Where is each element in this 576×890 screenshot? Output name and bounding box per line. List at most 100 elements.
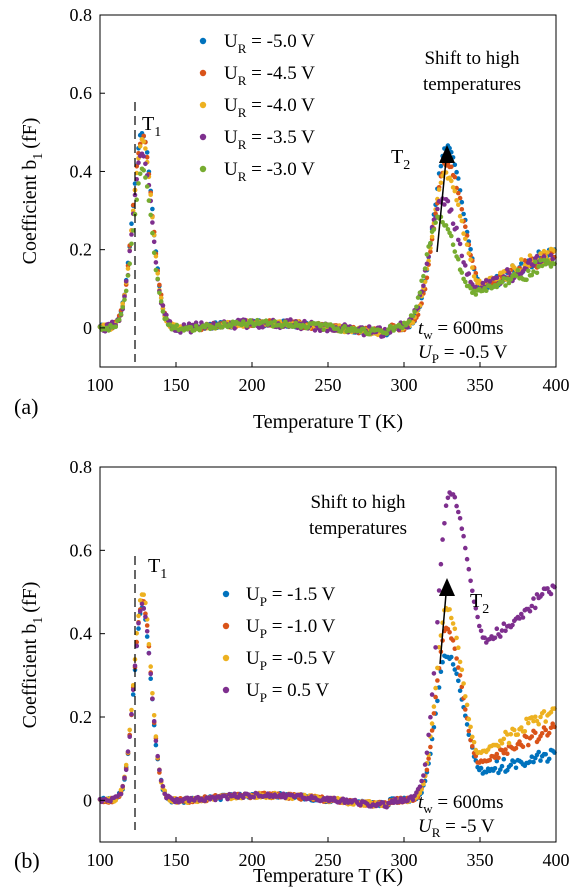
- panel-b-shift-annotation-line1: Shift to high: [310, 492, 406, 513]
- panel-a-ytick-label-0: 0: [83, 318, 92, 338]
- panel-b-series-2-point: [519, 725, 524, 730]
- panel-a-series-4-point: [417, 290, 423, 296]
- panel-b-series-2-point: [148, 664, 153, 669]
- panel-b-series-1-point: [433, 694, 438, 700]
- panel-b-series-3-point: [473, 606, 479, 611]
- panel-a-series-3-point: [480, 280, 486, 286]
- panel-a-series-4-point: [471, 288, 477, 294]
- panel-b-series-2-point: [526, 720, 531, 726]
- panel-a-series-3-point: [164, 312, 169, 318]
- panel-b-xtick-label-6: 400: [543, 850, 570, 870]
- panel-a-series-4-point: [321, 327, 327, 332]
- panel-b-series-2-point: [137, 598, 143, 603]
- panel-a-series-4-point: [174, 322, 180, 328]
- panel-a-series-3-point: [454, 225, 459, 231]
- panel-a-series-3-point: [463, 263, 468, 268]
- panel-b-series-0-point: [438, 669, 444, 674]
- panel-b-series-0-point: [148, 676, 153, 681]
- panel-a-series-2-point: [545, 250, 550, 255]
- panel-b-series-2-point: [417, 790, 423, 796]
- panel-b-series-2-point: [548, 709, 554, 715]
- panel-b-series-1-point: [546, 730, 552, 736]
- panel-b-series-0-point: [498, 767, 503, 772]
- panel-b-series-2-point: [499, 741, 505, 746]
- panel-a-series-4-point: [206, 322, 211, 328]
- panel-a-label: (a): [14, 394, 38, 419]
- panel-b-series-3-point: [492, 635, 498, 641]
- panel-b-series-1-point: [452, 646, 458, 651]
- panel-b-series-2-point: [429, 721, 435, 726]
- panel-a-series-0-point: [461, 211, 466, 217]
- panel-b-series-1-point: [447, 630, 452, 635]
- panel-a-series-4-point: [146, 198, 152, 203]
- panel-b-series-2-point: [533, 714, 538, 720]
- panel-b-series-3-point: [545, 586, 550, 591]
- panel-a-series-4-point: [443, 223, 449, 228]
- panel-a-series-4-point: [400, 325, 405, 331]
- panel-a-xtick-label-5: 350: [467, 375, 494, 395]
- panel-a-series-2-point: [541, 248, 547, 254]
- panel-b-shift-annotation-line2: temperatures: [309, 518, 407, 539]
- panel-b-series-3-point: [533, 605, 538, 611]
- panel-b-series-2-point: [456, 645, 461, 650]
- panel-a-series-4-point: [533, 259, 538, 265]
- panel-a-series-2-point: [125, 266, 131, 271]
- panel-b-series-3-point: [384, 804, 390, 810]
- panel-a-series-3-point: [366, 324, 372, 329]
- panel-a-series-4-point: [415, 295, 421, 300]
- panel-a-ytick-label-4: 0.8: [70, 5, 93, 25]
- panel-b-series-3-point: [519, 611, 524, 617]
- panel-b-series-2-point: [153, 734, 159, 739]
- panel-b-series-2-point: [522, 729, 528, 734]
- panel-b-series-3-point: [539, 592, 545, 597]
- panel-b-series-3-point: [475, 614, 480, 620]
- panel-a-xtick-label-6: 400: [543, 375, 570, 395]
- panel-a-series-2-point: [463, 236, 468, 242]
- panel-a-series-3-point: [160, 303, 166, 308]
- panel-a-series-4-point: [484, 288, 489, 294]
- panel-b-xlabel: Temperature T (K): [253, 865, 403, 887]
- panel-b-series-0-point: [505, 767, 510, 773]
- panel-b-series-0-point: [456, 678, 461, 684]
- panel-b-series-3-point: [429, 692, 435, 697]
- panel-b-series-0-point: [144, 634, 150, 639]
- panel-b-xtick-label-2: 200: [239, 850, 266, 870]
- panel-b-series-1-point: [450, 638, 456, 643]
- panel-b-tw-annotation: tw = 600ms: [418, 792, 504, 816]
- panel-b-series-3-point: [454, 503, 459, 509]
- panel-a-series-2-point: [120, 301, 125, 306]
- panel-b-ytick-label-3: 0.6: [70, 540, 93, 560]
- panel-b-series-3-point: [123, 767, 129, 773]
- panel-b-series-3-point: [426, 732, 431, 738]
- panel-a-shift-annotation-line1: Shift to high: [424, 48, 520, 69]
- panel-a-ytick-label-3: 0.6: [70, 83, 93, 103]
- panel-b-series-3-point: [144, 629, 150, 634]
- panel-a-series-4-point: [428, 240, 433, 246]
- panel-a-series-4-point: [501, 276, 507, 281]
- panel-a-series-4-point: [137, 171, 143, 177]
- panel-b-series-0-point: [508, 762, 514, 768]
- panel-a-legend-marker-4: [199, 165, 207, 173]
- panel-a-series-4-point: [473, 292, 479, 297]
- panel-b-series-3-point: [380, 800, 386, 805]
- panel-a-series-3-point: [143, 161, 148, 167]
- panel-b-series-3-point: [463, 545, 468, 551]
- panel-b-series-0-point: [546, 756, 552, 762]
- panel-b-series-3-point: [281, 791, 286, 797]
- panel-a-series-3-point: [324, 328, 330, 334]
- panel-a-series-4-point: [319, 322, 325, 328]
- panel-a-series-4-point: [534, 270, 540, 276]
- panel-a-series-3-point: [442, 202, 447, 207]
- panel-a-series-4-point: [157, 290, 162, 296]
- panel-b-series-3-point: [125, 749, 131, 754]
- panel-a-series-3-point: [129, 232, 134, 237]
- panel-a-series-4-point: [143, 175, 148, 180]
- panel-b-series-2-point: [450, 621, 456, 626]
- panel-a-series-4-point: [113, 324, 118, 330]
- panel-a-series-3-point: [382, 326, 388, 332]
- panel-a-series-3-point: [531, 263, 536, 268]
- panel-a-series-1-point: [141, 133, 146, 139]
- panel-b-series-3-point: [461, 533, 466, 539]
- panel-b-series-3-point: [510, 622, 515, 628]
- panel-b-series-3-point: [438, 561, 444, 567]
